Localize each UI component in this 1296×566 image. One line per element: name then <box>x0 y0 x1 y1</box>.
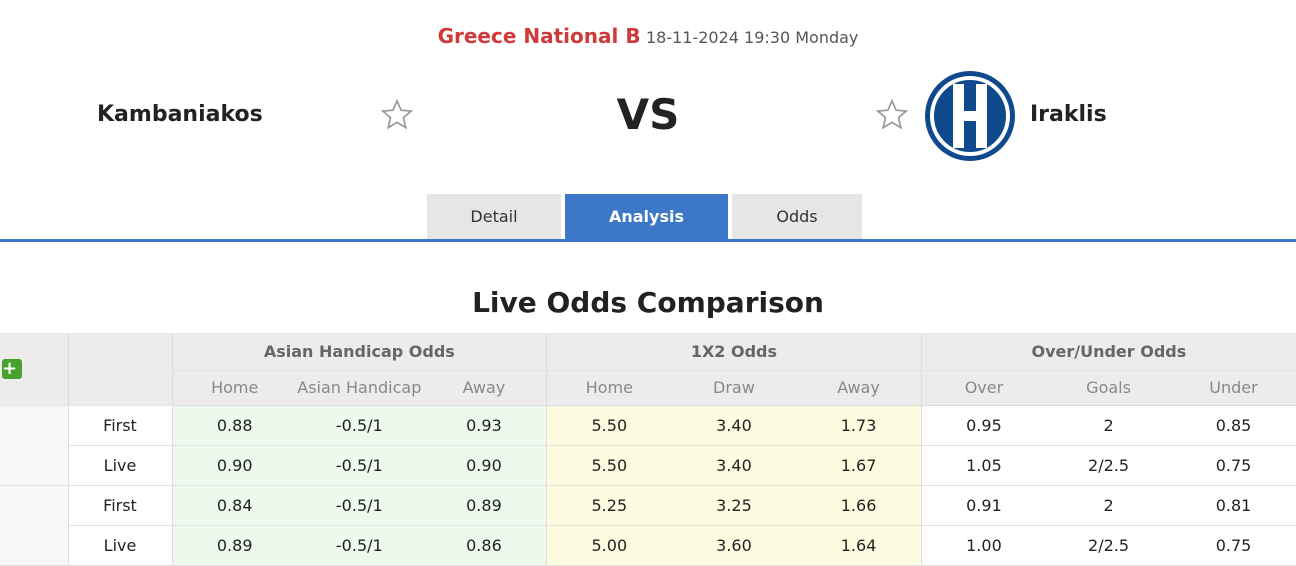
odds-cell[interactable]: 5.50 <box>546 405 672 446</box>
favorite-home-star-icon[interactable] <box>380 98 414 132</box>
odds-cell[interactable]: 0.93 <box>421 405 547 446</box>
odds-cell[interactable]: 1.64 <box>796 525 922 566</box>
tab-odds[interactable]: Odds <box>732 194 862 239</box>
type-header <box>67 333 172 406</box>
odds-cell[interactable]: 0.81 <box>1171 485 1296 526</box>
tab-detail[interactable]: Detail <box>427 194 561 239</box>
odds-cell[interactable]: 1.05 <box>920 445 1047 486</box>
tab-bar: Detail Analysis Odds <box>427 194 862 239</box>
company-cell <box>0 405 68 486</box>
odds-cell[interactable]: 5.50 <box>546 445 672 486</box>
odds-cell[interactable]: 0.90 <box>171 445 297 486</box>
match-datetime: 18-11-2024 19:30 Monday <box>645 28 859 47</box>
column-header: Goals <box>1046 370 1171 406</box>
odds-cell[interactable]: 1.66 <box>796 485 922 526</box>
odds-cell[interactable]: 3.40 <box>671 445 797 486</box>
odds-type: Live <box>67 445 172 486</box>
table-row: First 0.88 -0.5/1 0.93 5.50 3.40 1.73 0.95 2 0.85 <box>0 405 1296 486</box>
odds-cell[interactable]: 3.40 <box>671 405 797 446</box>
odds-cell[interactable]: 3.60 <box>671 525 797 566</box>
odds-cell[interactable]: -0.5/1 <box>296 405 422 446</box>
column-header: Home <box>171 370 297 406</box>
column-header: Home <box>546 370 672 406</box>
table-row: First 0.84 -0.5/1 0.89 5.25 3.25 1.66 0.91 2 0.81 <box>0 485 1296 566</box>
odds-cell[interactable]: 2/2.5 <box>1046 525 1171 566</box>
odds-cell[interactable]: 0.89 <box>421 485 547 526</box>
odds-cell[interactable]: 2 <box>1046 405 1171 446</box>
away-team-logo <box>925 71 1015 161</box>
odds-cell[interactable]: 1.00 <box>920 525 1047 566</box>
odds-type: First <box>67 485 172 526</box>
odds-cell[interactable]: 0.88 <box>171 405 297 446</box>
column-header: Asian Handicap <box>296 370 422 406</box>
odds-cell[interactable]: 0.84 <box>171 485 297 526</box>
odds-cell[interactable]: 0.90 <box>421 445 547 486</box>
away-team-name[interactable]: Iraklis <box>1030 102 1107 127</box>
odds-cell[interactable]: 0.85 <box>1171 405 1296 446</box>
home-team-name[interactable]: Kambaniakos <box>97 102 263 127</box>
table-row: Live 0.90 -0.5/1 0.90 5.50 3.40 1.67 1.05 2/2.5 0… <box>0 445 1296 486</box>
company-cell <box>0 485 68 566</box>
odds-cell[interactable]: 2/2.5 <box>1046 445 1171 486</box>
expand-plus-icon[interactable]: + <box>2 358 22 379</box>
odds-cell[interactable]: 0.75 <box>1171 525 1296 566</box>
odds-table: + Asian Handicap Odds 1X2 Odds Over/Unde… <box>0 333 1296 566</box>
odds-cell[interactable]: 0.95 <box>920 405 1047 446</box>
column-header: Under <box>1171 370 1296 406</box>
column-header: Over <box>920 370 1047 406</box>
odds-cell[interactable]: 5.25 <box>546 485 672 526</box>
odds-cell[interactable]: 3.25 <box>671 485 797 526</box>
odds-cell[interactable]: 2 <box>1046 485 1171 526</box>
table-row: Live 0.89 -0.5/1 0.86 5.00 3.60 1.64 1.00 2/2.5 0… <box>0 525 1296 566</box>
column-header: Draw <box>671 370 797 406</box>
odds-type: Live <box>67 525 172 566</box>
odds-cell[interactable]: 5.00 <box>546 525 672 566</box>
odds-cell[interactable]: -0.5/1 <box>296 485 422 526</box>
odds-cell[interactable]: 1.73 <box>796 405 922 446</box>
favorite-away-star-icon[interactable] <box>875 98 909 132</box>
odds-cell[interactable]: 0.89 <box>171 525 297 566</box>
odds-cell[interactable]: -0.5/1 <box>296 445 422 486</box>
group-header: Over/Under Odds <box>920 333 1296 371</box>
group-header: Asian Handicap Odds <box>171 333 547 371</box>
tab-analysis[interactable]: Analysis <box>565 194 728 239</box>
odds-type: First <box>67 405 172 446</box>
odds-cell[interactable]: -0.5/1 <box>296 525 422 566</box>
match-header: Greece National B 18-11-2024 19:30 Monda… <box>0 24 1296 48</box>
odds-cell[interactable]: 0.86 <box>421 525 547 566</box>
column-header: Away <box>421 370 547 406</box>
section-title: Live Odds Comparison <box>472 286 824 319</box>
league-name[interactable]: Greece National B <box>437 24 641 48</box>
odds-cell[interactable]: 0.75 <box>1171 445 1296 486</box>
tab-underline <box>0 239 1296 242</box>
odds-cell[interactable]: 0.91 <box>920 485 1047 526</box>
odds-cell[interactable]: 1.67 <box>796 445 922 486</box>
column-header: Away <box>796 370 922 406</box>
group-header: 1X2 Odds <box>546 333 922 371</box>
